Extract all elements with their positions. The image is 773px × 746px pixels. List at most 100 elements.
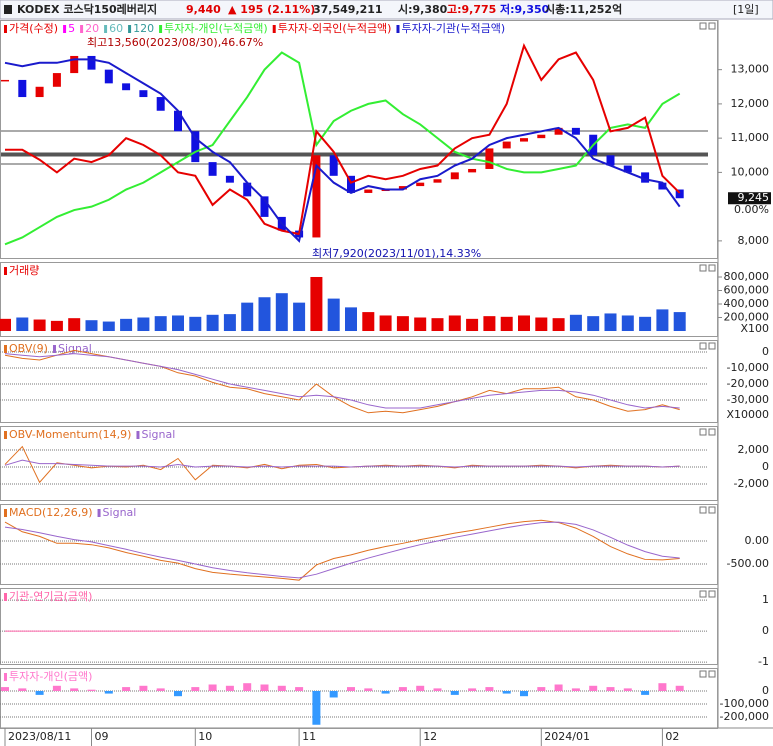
volume-bar [414,317,427,332]
panel-button [699,22,707,30]
volume-bar [500,316,513,332]
legend-label: 투자자-외국인(누적금액) [278,22,392,35]
volume-bar [33,319,46,332]
volume-bar [639,316,652,332]
legend-swatch [80,25,84,33]
legend-label: 투자자-개인(누적금액) [164,22,268,35]
low-annotation: 최저7,920(2023/11/01),14.33% [312,247,481,260]
bar [554,684,563,691]
y-tick-label: 2,000 [738,443,770,456]
bar [606,687,615,691]
panel-button [699,670,707,678]
y-tick-label: -30,000 [727,393,769,406]
volume-bar [50,320,63,332]
period-button[interactable]: [1일] [733,2,759,16]
volume-bar [552,318,565,332]
bar [243,683,252,691]
axis-unit: X100 [740,322,769,335]
x-tick-label: 09 [95,730,109,743]
bar [381,690,390,694]
candle [70,55,79,74]
bar [87,689,96,691]
bar [191,687,200,691]
x-tick-label: 2024/01 [544,730,590,743]
bar [416,685,425,691]
candle [139,90,148,98]
volume: 37,549,211 [313,3,383,16]
y-tick-label: 0.00 [745,534,770,547]
legend-swatch [97,509,101,517]
panel-button [699,506,707,514]
series-line [4,353,680,409]
panel-frame [0,262,718,337]
bar [502,690,511,694]
volume-bar [673,312,686,332]
y-tick-label: 1 [762,593,769,606]
y-tick-label: 0 [762,684,769,697]
y-tick-label: 400,000 [724,297,770,310]
legend-swatch [4,345,7,353]
volume-bar [396,316,409,332]
x-tick-label: 11 [302,730,316,743]
panel-frame [0,668,718,729]
series-line [4,519,680,581]
volume-bar [656,309,669,332]
candle [502,141,511,149]
panel-frame [0,426,718,501]
legend-swatch [396,25,400,33]
market-cap: 시총:11,252억 [545,2,622,16]
high-annotation: 최고13,560(2023/08/30),46.67% [87,36,263,49]
x-tick-label: 12 [423,730,437,743]
candle [208,162,217,176]
candle [18,79,27,98]
price: 9,440 [186,3,221,16]
legend-label: 20 [85,22,99,35]
y-tick-label: -10,000 [727,361,769,374]
candle [641,172,650,183]
bar [139,685,148,691]
panel-frame [0,20,718,259]
candle [174,110,182,132]
legend-swatch [4,431,7,439]
bar [468,688,477,691]
legend-label: 투자자-개인(금액) [9,670,92,683]
y-tick-label: 0 [762,345,769,358]
y-tick-label: 8,000 [738,234,770,247]
bar [295,687,304,691]
volume-bar [569,314,582,332]
current-price-box [728,192,771,205]
volume-bar [621,315,634,332]
volume-bar [241,302,254,332]
bar [589,685,598,691]
volume-bar [258,297,271,332]
y-tick-label: 0 [762,460,769,473]
candle [122,83,131,91]
legend-swatch [4,25,7,33]
bar [156,688,165,691]
y-tick-label: 0 [762,624,769,637]
legend-label: 기관-연기금(금액) [9,590,92,603]
legend-swatch [4,509,7,517]
bar [35,690,44,695]
series-line [4,58,681,243]
candle [52,73,61,87]
legend-swatch [4,267,7,275]
bar [675,685,684,691]
volume-bar [362,312,375,332]
open: 시:9,380 [398,3,448,16]
legend-label: 120 [133,22,154,35]
legend-label: 투자자-기관(누적금액) [401,22,505,35]
bar [174,690,182,697]
candle [1,79,9,82]
current-price: 9,245 [738,191,770,204]
legend-swatch [104,25,108,33]
legend-swatch [128,25,132,33]
bar [433,688,442,691]
candle [485,148,494,169]
series-line [4,521,680,579]
volume-bar [379,315,392,332]
legend-swatch [136,431,140,439]
bar [312,690,321,725]
